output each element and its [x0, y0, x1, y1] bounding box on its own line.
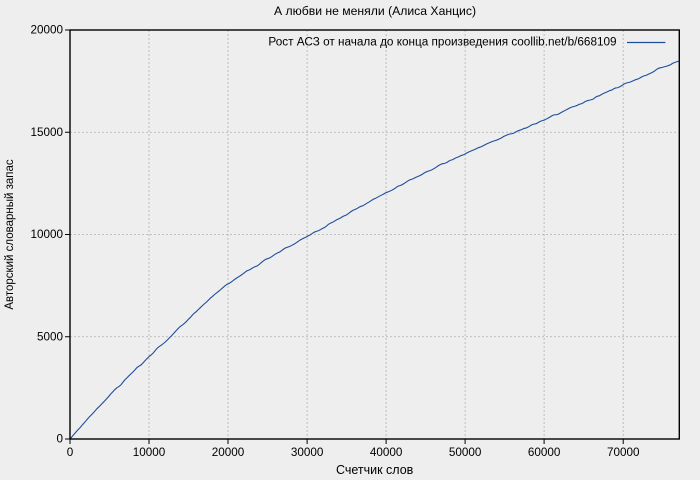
svg-text:0: 0	[67, 446, 74, 459]
svg-text:20000: 20000	[30, 24, 63, 37]
svg-text:30000: 30000	[291, 446, 324, 459]
svg-text:5000: 5000	[37, 330, 64, 343]
svg-text:А любви не меняли (Алиса Ханци: А любви не меняли (Алиса Ханцис)	[274, 4, 476, 18]
svg-text:10000: 10000	[30, 228, 63, 241]
svg-text:Авторский словарный запас: Авторский словарный запас	[4, 159, 16, 310]
svg-text:50000: 50000	[449, 446, 482, 459]
svg-text:10000: 10000	[133, 446, 166, 459]
svg-text:40000: 40000	[370, 446, 403, 459]
svg-text:70000: 70000	[607, 446, 640, 459]
svg-text:60000: 60000	[528, 446, 561, 459]
svg-text:Счетчик слов: Счетчик слов	[336, 463, 414, 477]
svg-text:15000: 15000	[30, 126, 63, 139]
svg-text:0: 0	[56, 433, 63, 446]
svg-text:Рост АСЗ от начала до конца пр: Рост АСЗ от начала до конца произведения…	[268, 36, 616, 49]
svg-text:20000: 20000	[212, 446, 245, 459]
